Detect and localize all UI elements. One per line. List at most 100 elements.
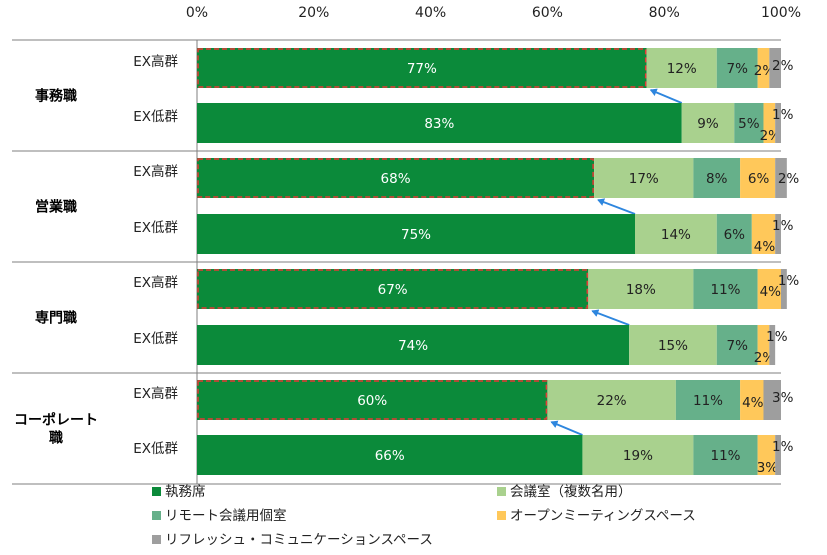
row-label: EX高群 (133, 53, 178, 70)
legend-item: 会議室（複数名用） (497, 483, 632, 500)
bar-segment (757, 269, 781, 309)
comparison-arrow (550, 420, 583, 436)
legend-swatch (497, 487, 506, 496)
bar-segment (197, 435, 583, 475)
legend-label: リフレッシュ・コミュニケーションスペース (165, 532, 433, 548)
legend-swatch (152, 535, 161, 544)
bar-segment (757, 48, 770, 88)
bar-segment (588, 269, 694, 309)
bar-segment (582, 435, 694, 475)
comparison-arrow (649, 88, 683, 104)
segment-label: 11% (693, 393, 723, 409)
legend-item: オープンミーティングスペース (497, 508, 696, 524)
segment-label: 4% (742, 395, 764, 411)
group-label: 職 (49, 430, 63, 447)
bar-segment (769, 325, 776, 365)
legend-item: 執務席 (152, 484, 206, 500)
segment-label: 60% (357, 393, 387, 409)
group-label: 事務職 (35, 88, 77, 105)
bar-segment (693, 269, 758, 309)
segment-label: 14% (661, 227, 691, 243)
segment-label: 1% (778, 273, 800, 289)
bar-row: EX低群 66% 19% 11% 3% 1% (133, 435, 794, 476)
bar-segment (757, 435, 776, 475)
legend-swatch (152, 511, 161, 520)
bar-segment (757, 325, 770, 365)
segment-label: 5% (738, 116, 760, 132)
bar-segment (716, 214, 752, 254)
x-tick-label: 100% (761, 5, 801, 21)
segment-label: 9% (697, 116, 719, 132)
group-label: コーポレート (14, 412, 98, 429)
bar-segment (693, 435, 758, 475)
x-tick-label: 20% (298, 5, 329, 21)
segment-label: 2% (772, 58, 794, 74)
bar-segment (716, 325, 758, 365)
bar-segment (646, 48, 717, 88)
bar-segment (675, 380, 741, 420)
row-label: EX高群 (133, 385, 178, 402)
segment-label: 18% (626, 282, 656, 298)
segment-label: 74% (398, 338, 428, 354)
segment-label: 1% (772, 218, 794, 234)
highlight-outline (197, 380, 548, 420)
row-label: EX低群 (133, 331, 178, 347)
comparison-arrow (597, 198, 636, 215)
bar-segment (693, 158, 741, 198)
segment-label: 68% (381, 171, 411, 187)
bar-segment (197, 380, 548, 420)
bar-segment (769, 48, 781, 88)
segment-label: 4% (754, 239, 776, 255)
bar-row: EX低群 83% 9% 5%2%1% (133, 103, 794, 144)
segment-label: 11% (711, 282, 741, 298)
bar-row: EX高群 60% 22% 11% 4% 3% (133, 380, 794, 436)
legend-swatch (497, 511, 506, 520)
bar-segment (681, 103, 735, 143)
bar-row: EX高群 67% 18% 11% 4%1% (133, 269, 800, 326)
legend-label: 執務席 (165, 484, 206, 500)
row-label: EX高群 (133, 163, 178, 180)
bar-row: EX低群 74% 15% 7%2%1% (133, 325, 788, 366)
group-label: 営業職 (35, 199, 77, 216)
x-tick-label: 0% (186, 5, 208, 21)
bar-row: EX高群 68% 17% 8% 6% 2% (133, 158, 800, 215)
comparison-arrow (591, 309, 630, 326)
segment-label: 3% (772, 390, 794, 406)
segment-label: 8% (706, 171, 728, 187)
bar-rows: EX高群 77% 12% 7% 2%2%EX低群 83% 9% 5%2%1%EX高群 68% 17… (133, 48, 799, 476)
bar-segment (547, 380, 676, 420)
row-label: EX低群 (133, 441, 178, 457)
bar-segment (197, 269, 589, 309)
legend-item: リフレッシュ・コミュニケーションスペース (152, 532, 433, 548)
segment-label: 75% (401, 227, 431, 243)
bar-segment (197, 48, 647, 88)
bar-segment (775, 158, 787, 198)
legend-label: オープンミーティングスペース (510, 508, 696, 524)
segment-label: 83% (424, 116, 454, 132)
highlight-outline (197, 269, 589, 309)
segment-label: 66% (375, 448, 405, 464)
segment-label: 3% (757, 460, 779, 476)
bar-segment (197, 158, 595, 198)
x-tick-label: 40% (415, 5, 446, 21)
segment-label: 22% (597, 393, 627, 409)
segment-label: 2% (778, 171, 800, 187)
bar-segment (197, 103, 682, 143)
segment-label: 19% (623, 448, 653, 464)
highlight-outline (197, 48, 647, 88)
bar-row: EX低群 75% 14% 6% 4% 1% (133, 214, 794, 255)
segment-label: 12% (667, 61, 697, 77)
x-tick-label: 60% (532, 5, 563, 21)
segment-label: 4% (760, 284, 782, 300)
bar-segment (635, 214, 717, 254)
row-label: EX低群 (133, 220, 178, 236)
bar-row: EX高群 77% 12% 7% 2%2% (133, 48, 794, 104)
row-label: EX高群 (133, 274, 178, 291)
x-tick-label: 80% (649, 5, 680, 21)
bar-segment (751, 214, 776, 254)
bar-segment (775, 214, 781, 254)
segment-label: 6% (748, 171, 770, 187)
legend-swatch (152, 487, 161, 496)
